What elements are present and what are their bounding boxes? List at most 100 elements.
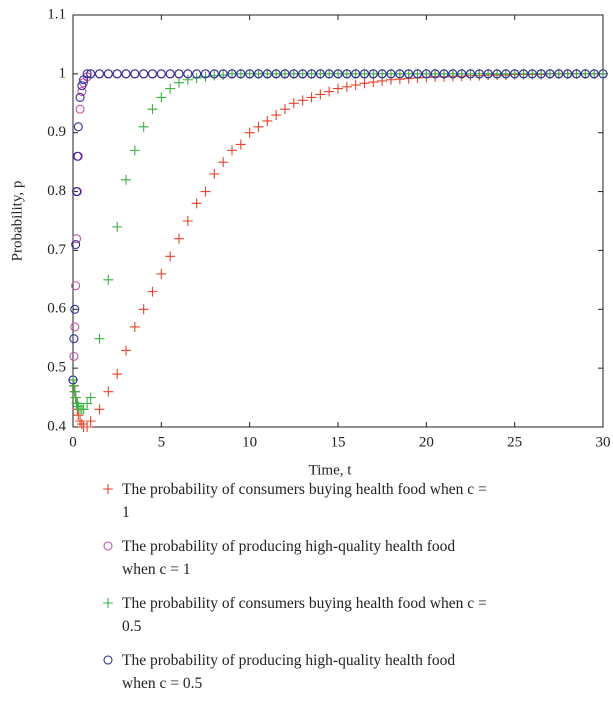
plus-marker (315, 89, 326, 100)
legend-label: The probability of consumers buying heal… (122, 595, 487, 635)
plus-marker (456, 68, 467, 79)
plus-marker (280, 68, 290, 79)
circle-marker (554, 69, 564, 79)
plus-marker (421, 68, 432, 79)
circle-marker (82, 69, 92, 79)
plus-marker (82, 422, 93, 432)
plus-marker (439, 68, 449, 79)
plus-marker (271, 68, 282, 79)
plus-marker (430, 68, 441, 79)
circle-marker (412, 69, 423, 79)
circle-marker (395, 69, 405, 79)
y-tick-label: 0.5 (47, 360, 66, 376)
circle-marker (289, 69, 299, 79)
x-tick-label: 15 (331, 434, 346, 450)
plus-marker (218, 157, 229, 168)
circle-marker (492, 69, 502, 79)
circle-marker (333, 69, 343, 79)
y-tick-label: 1 (59, 65, 67, 81)
plus-marker (527, 68, 538, 79)
series (68, 68, 608, 432)
series (68, 69, 608, 385)
plus-marker (297, 95, 308, 106)
plus-marker (227, 145, 237, 156)
circle-marker (139, 69, 149, 79)
plus-marker (350, 68, 361, 79)
x-tick-label: 30 (596, 434, 611, 450)
circle-marker (68, 375, 78, 385)
circle-marker (130, 69, 140, 79)
circle-marker (94, 69, 105, 79)
plus-marker (72, 398, 83, 409)
x-tick-label: 10 (242, 434, 257, 450)
plus-marker (103, 274, 114, 285)
circle-marker (298, 69, 308, 79)
plus-marker (94, 333, 105, 344)
plus-marker (147, 286, 158, 297)
circle-marker (77, 86, 87, 97)
circle-marker (589, 69, 599, 79)
plus-marker (386, 68, 396, 79)
plus-marker (69, 386, 80, 397)
plus-marker (571, 68, 582, 79)
circle-marker (315, 69, 325, 79)
circle-marker (527, 69, 537, 79)
plus-marker (209, 168, 220, 179)
circle-marker (448, 69, 458, 79)
plus-marker (68, 380, 79, 391)
circle-marker (262, 69, 272, 79)
plus-marker (82, 398, 93, 409)
plus-marker (174, 233, 184, 244)
legend-label: The probability of producing high-qualit… (122, 652, 456, 692)
series (68, 68, 608, 415)
legend-marker (103, 484, 113, 494)
circle-marker (598, 69, 608, 79)
circle-marker (147, 69, 158, 79)
plus-marker (500, 68, 511, 79)
plus-marker (341, 68, 352, 79)
plus-marker (103, 484, 113, 494)
legend-entry: The probability of producing high-qualit… (102, 649, 502, 695)
circle-marker (71, 239, 81, 250)
plus-marker (73, 410, 84, 421)
x-tick-label: 5 (158, 434, 166, 450)
plus-marker (359, 68, 370, 79)
circle-marker (457, 69, 467, 79)
circle-marker (439, 69, 449, 79)
circle-marker (72, 151, 82, 161)
plus-marker (129, 321, 140, 332)
plus-marker (377, 68, 388, 79)
plus-marker (333, 83, 343, 94)
y-tick-label: 0.7 (47, 242, 66, 258)
circle-marker (73, 122, 83, 132)
circle-marker (103, 655, 113, 665)
circle-marker (377, 69, 387, 79)
circle-marker (580, 69, 590, 79)
plus-marker (562, 68, 573, 79)
circle-marker (271, 69, 281, 79)
circle-marker (121, 69, 131, 79)
plus-marker (324, 86, 335, 97)
circle-marker (404, 69, 414, 79)
plus-marker (509, 68, 520, 79)
circle-marker (77, 81, 87, 91)
circle-marker (342, 69, 352, 79)
plus-marker (580, 68, 591, 79)
circle-marker (71, 187, 82, 197)
plus-marker (103, 386, 114, 397)
y-tick-label: 1.1 (47, 6, 66, 22)
circle-marker (209, 69, 219, 79)
circle-marker (69, 334, 79, 344)
plus-marker (280, 104, 290, 115)
plus-marker (333, 68, 343, 79)
circle-marker (218, 69, 228, 79)
y-tick-label: 0.9 (47, 124, 66, 140)
plus-marker (76, 419, 87, 430)
plus-marker (288, 68, 299, 79)
circle-marker (192, 69, 202, 79)
circle-marker (359, 69, 370, 79)
circle-marker (510, 69, 520, 79)
series (68, 69, 608, 385)
plus-marker (253, 68, 264, 79)
plus-marker (112, 369, 123, 380)
